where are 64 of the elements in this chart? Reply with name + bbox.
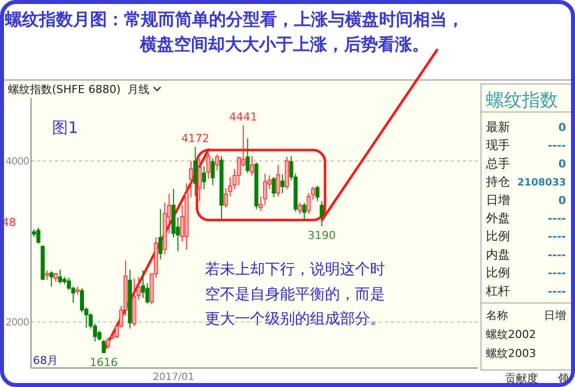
text: ---- [548,284,566,298]
text: 总手 [485,156,510,170]
annotation: 68月 [33,354,58,367]
text: 比例 [486,266,510,280]
y-tick-label: 2000 [6,318,30,329]
candlestick [106,336,110,350]
text: 0 [558,157,566,170]
text: 名称 [486,309,508,322]
candlestick [302,202,306,222]
text: 0 [558,194,566,207]
chart-subtitle: 螺纹指数(SHFE 6880) 月线 [8,83,150,96]
text: ---- [548,139,566,152]
text: 螺纹2003 [486,347,536,360]
annotation: 3190 [308,229,336,242]
text: 0 [558,121,566,134]
candlestick [298,202,302,215]
candlestick [272,176,276,198]
candlestick [258,196,263,212]
text: 外盘 [486,211,510,225]
candlestick [320,200,324,227]
text: 持仓 [486,174,510,189]
candlestick [36,227,40,244]
candlestick [188,160,193,198]
candlestick [193,146,198,197]
text: 日增 [486,192,510,207]
annotation: 1616 [90,356,118,370]
candlestick [58,269,62,284]
candlestick [198,158,202,202]
candlestick [206,152,210,180]
annotation: 若未上却下行，说明这个时空不是自身能平衡的，而是更大一个级别的组成部分。 [205,260,385,328]
text: 内盘 [486,247,510,262]
candlestick [145,282,150,304]
candlestick [210,158,215,186]
text: ---- [548,266,566,280]
text: 现手 [486,138,510,152]
text: 日增 [544,309,566,322]
candlestick [102,339,106,354]
y-tick-label: 4000 [6,156,30,168]
text: 比例 [486,229,510,244]
text: 2108033 [517,178,566,189]
candlestick [202,166,206,190]
candlestick [263,173,268,206]
text: 最新 [486,120,510,134]
candlestick [315,185,320,202]
text: 螺纹指数 [486,90,558,111]
candlestick [311,186,316,200]
candlestick [215,154,220,172]
candlestick [49,270,54,288]
annotation: 图1 [52,118,78,137]
chart-title: 螺纹指数月图：常规而简单的分型看，上涨与横盘时间相当，横盘空间却大大小于上涨，后势看涨。 [4,10,464,55]
annotation: 4441 [229,110,258,124]
text: 杠杆 [485,284,510,298]
text: ---- [548,212,566,225]
candlestick [306,192,311,215]
annotation: 4172 [181,132,210,146]
candlestick [276,164,280,197]
x-tick-label: 2017/01 [152,372,194,383]
text: 螺纹2002 [486,328,536,341]
candlestick [280,174,285,194]
candlestick [158,208,162,260]
text: ---- [548,248,566,262]
candlestick [250,156,254,176]
text: ---- [548,230,566,244]
candlestick [246,138,250,174]
